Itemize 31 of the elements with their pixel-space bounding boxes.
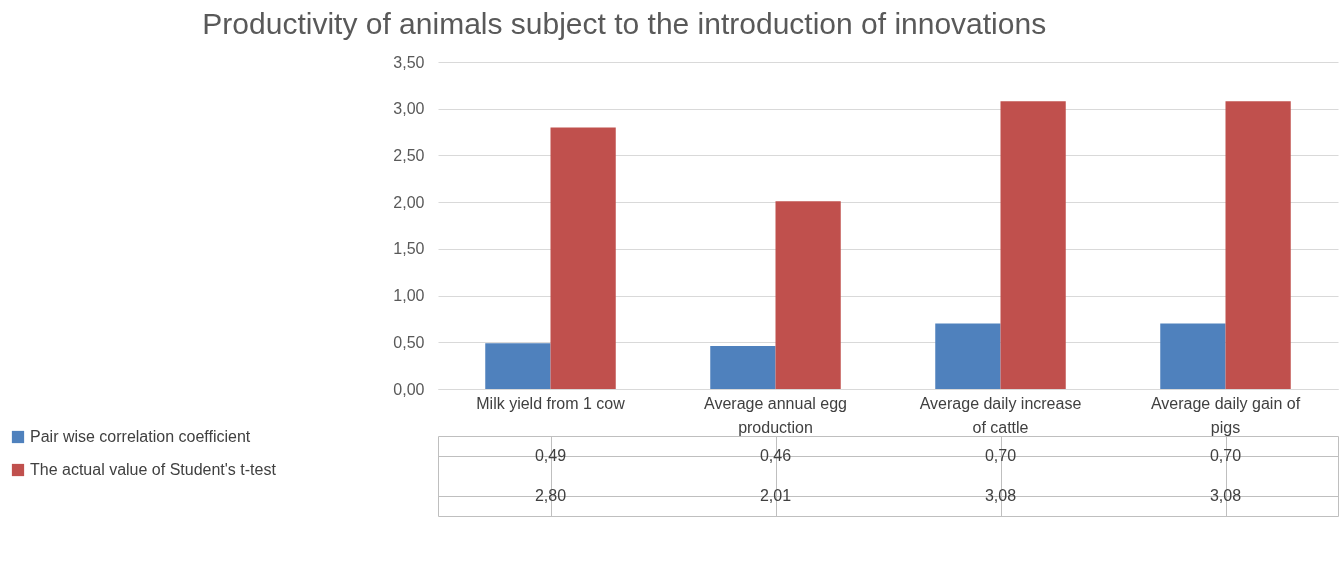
data-label: 2,01 xyxy=(759,487,792,504)
bar xyxy=(1225,101,1291,389)
y-tick-label: 3,00 xyxy=(393,100,425,118)
data-label: 2,80 xyxy=(534,487,567,504)
y-tick-label: 2,50 xyxy=(393,146,425,164)
y-tick-label: 1,50 xyxy=(393,240,425,258)
y-tick-label: 0,00 xyxy=(393,380,425,398)
bar xyxy=(1160,323,1226,389)
data-label: 0,46 xyxy=(759,447,792,464)
legend-label: Pair wise correlation coefficient xyxy=(30,428,251,445)
data-label: 0,49 xyxy=(534,447,567,464)
y-tick-label: 0,50 xyxy=(393,333,425,351)
bar xyxy=(935,323,1001,389)
bar xyxy=(485,343,551,389)
data-label: 0,70 xyxy=(984,447,1017,464)
x-tick-label: Average daily increase of cattle xyxy=(919,394,1082,436)
x-tick-label: Milk yield from 1 cow xyxy=(476,394,626,412)
legend-label: The actual value of Student's t-test xyxy=(30,461,277,478)
bar xyxy=(550,127,616,389)
data-label: 3,08 xyxy=(984,487,1017,504)
x-tick-label: Average daily gain of pigs xyxy=(1150,394,1301,436)
bar xyxy=(1000,101,1066,389)
bar xyxy=(775,201,841,389)
data-label: 3,08 xyxy=(1209,487,1242,504)
chart-title: Productivity of animals subject to the introduction of innovations xyxy=(202,7,1047,40)
x-tick-label: Average annual egg production xyxy=(704,394,847,436)
data-label: 0,70 xyxy=(1209,447,1242,464)
y-tick-label: 1,00 xyxy=(393,287,425,305)
y-tick-label: 3,50 xyxy=(393,53,425,71)
bar xyxy=(710,346,776,389)
y-tick-label: 2,00 xyxy=(393,193,425,211)
